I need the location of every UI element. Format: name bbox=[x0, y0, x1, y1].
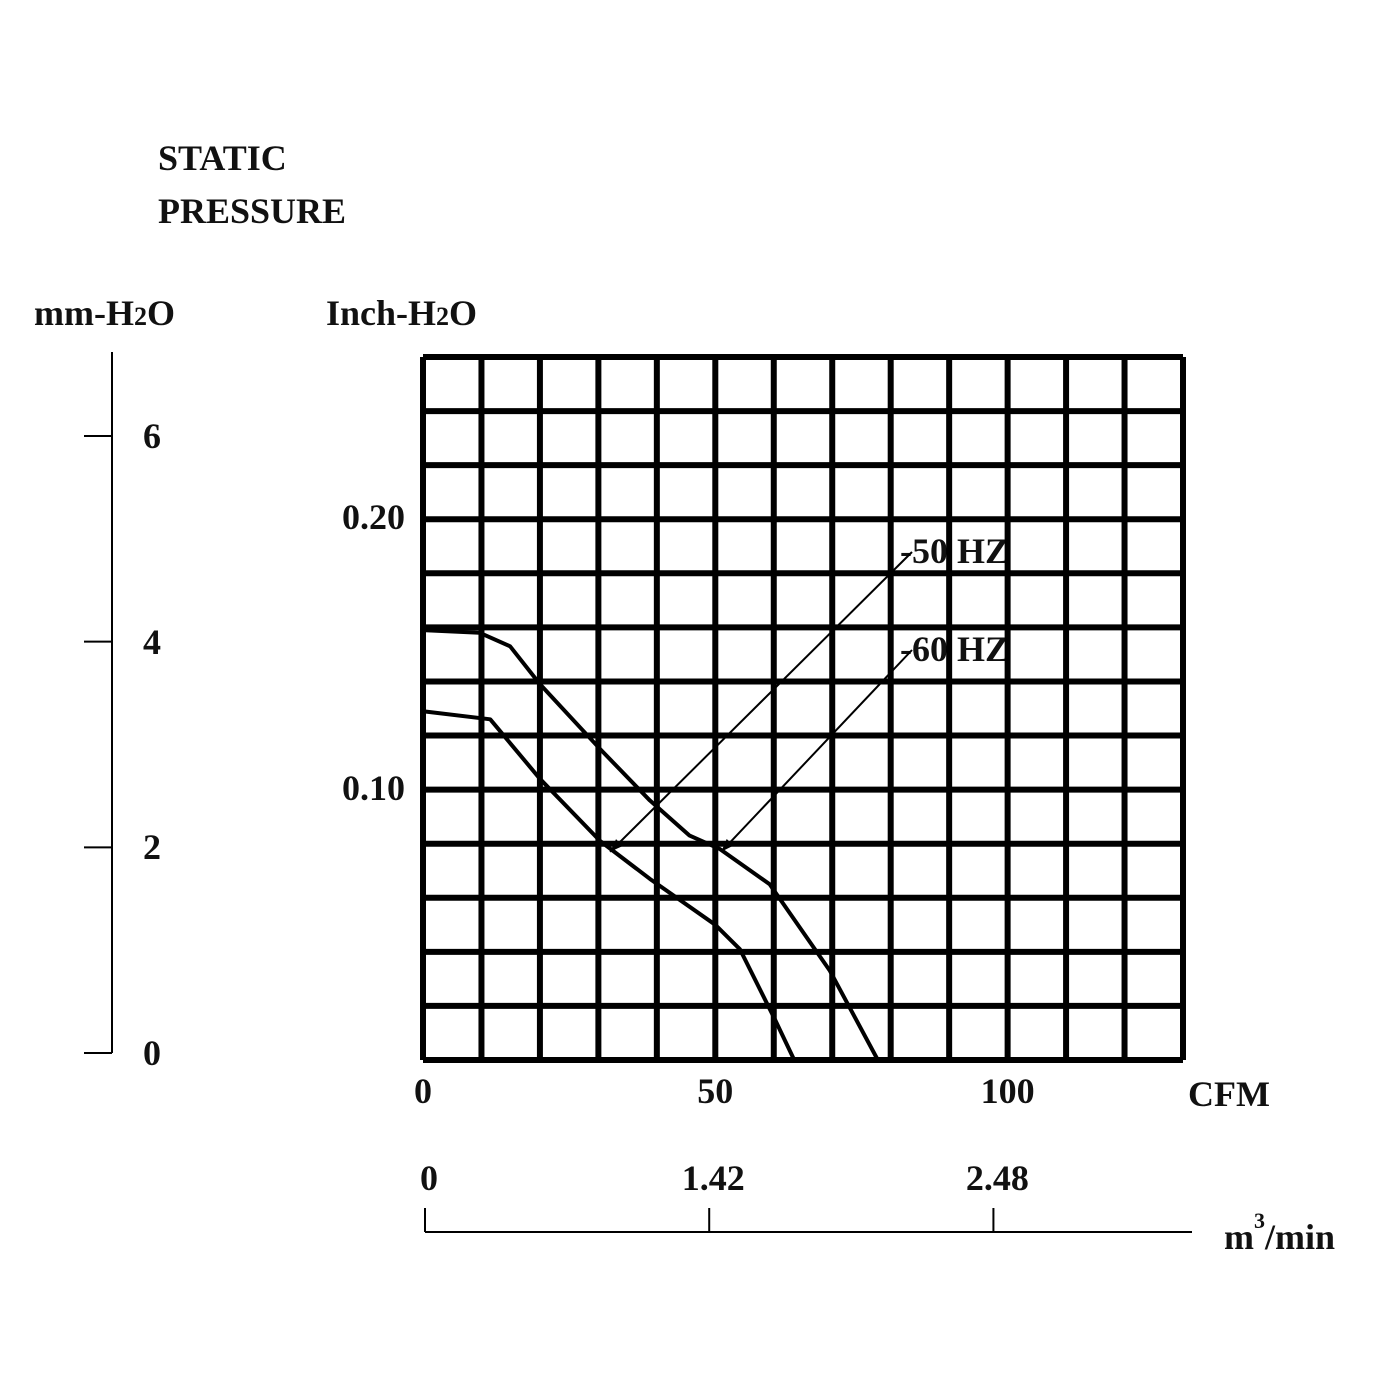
x2-label-text: m bbox=[1224, 1217, 1254, 1257]
annotation-leader bbox=[720, 649, 913, 853]
x2-label-text2: /min bbox=[1265, 1217, 1336, 1257]
annotation-label: -60 HZ bbox=[900, 629, 1010, 669]
x2-tick-label: 2.48 bbox=[965, 1158, 1029, 1198]
y-axis-label: Inch-H2O bbox=[326, 295, 477, 331]
x-axis-label: CFM bbox=[1188, 1074, 1270, 1114]
y-label-text: Inch-H bbox=[326, 293, 437, 333]
x-tick-label: 50 bbox=[697, 1071, 734, 1111]
annotation-arrowhead bbox=[610, 839, 623, 852]
y2-label-text2: O bbox=[146, 293, 175, 333]
y-tick-label: 0.10 bbox=[342, 767, 405, 808]
x2-label-sup: 3 bbox=[1254, 1208, 1265, 1233]
annotation-leader bbox=[609, 551, 913, 853]
x2-axis-label: m3/min bbox=[1224, 1210, 1336, 1257]
y2-label-sub: 2 bbox=[133, 302, 147, 331]
y2-axis-label: mm-H2O bbox=[34, 295, 175, 331]
y2-label-text: mm-H bbox=[34, 293, 134, 333]
y2-tick-label: 0 bbox=[143, 1033, 161, 1073]
x2-tick-label: 0 bbox=[420, 1158, 438, 1198]
chart-title-line1: STATIC bbox=[158, 138, 287, 178]
x-tick-label: 0 bbox=[414, 1071, 432, 1111]
y2-tick-label: 4 bbox=[143, 621, 161, 662]
annotation-label: -50 HZ bbox=[900, 531, 1010, 571]
x-tick-label: 100 bbox=[980, 1071, 1035, 1111]
y2-tick-label: 6 bbox=[143, 416, 161, 456]
y-tick-label: 0.20 bbox=[342, 497, 405, 538]
y-label-text2: O bbox=[449, 293, 478, 333]
series-line-60hz bbox=[422, 628, 880, 1061]
series-line-50hz bbox=[422, 709, 797, 1061]
x2-tick-label: 1.42 bbox=[681, 1158, 745, 1198]
y2-tick-label: 2 bbox=[143, 827, 161, 868]
chart-title-line2: PRESSURE bbox=[158, 191, 347, 231]
annotation-arrowhead bbox=[721, 838, 734, 852]
y-label-sub: 2 bbox=[436, 302, 450, 331]
